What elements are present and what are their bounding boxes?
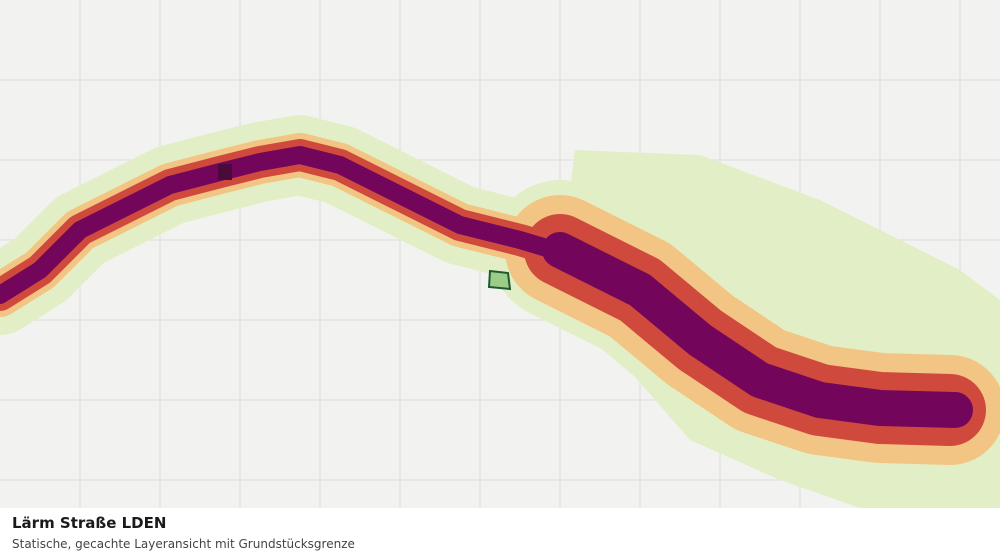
map bbox=[0, 0, 1000, 508]
layer-subtitle: Statische, gecachte Layeransicht mit Gru… bbox=[12, 537, 355, 551]
layer-title: Lärm Straße LDEN bbox=[12, 514, 167, 532]
noise-bands bbox=[0, 115, 1000, 508]
parcel-boundary[interactable] bbox=[487, 269, 512, 291]
caption-panel: Lärm Straße LDEN Statische, gecachte Lay… bbox=[0, 508, 1000, 560]
